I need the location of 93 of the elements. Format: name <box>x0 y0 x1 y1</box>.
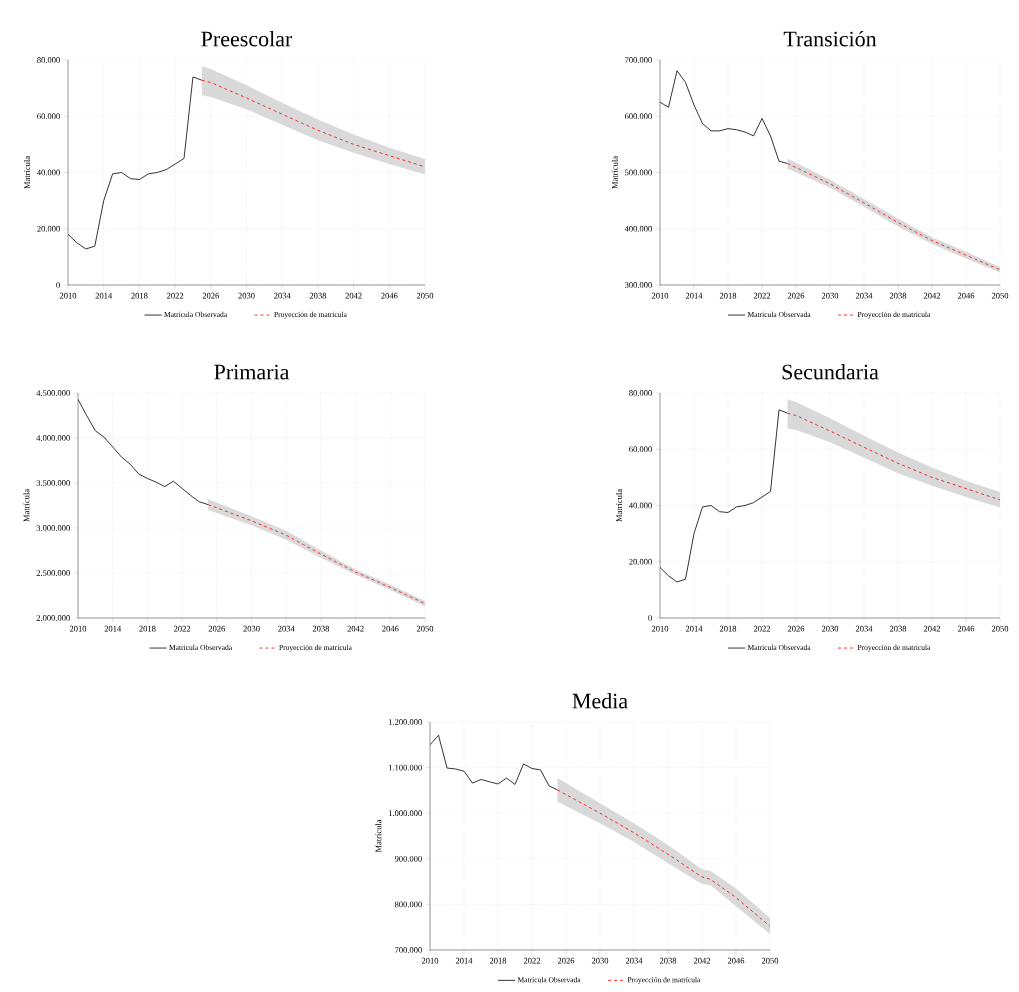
x-tick-label: 2010 <box>651 625 669 632</box>
x-tick-label: 2034 <box>625 957 643 964</box>
y-tick-label: 900.000 <box>394 855 422 862</box>
x-tick-label: 2046 <box>957 625 975 632</box>
y-tick-label: 80.000 <box>629 390 652 396</box>
x-tick-label: 2018 <box>139 625 156 632</box>
x-tick-label: 2038 <box>889 625 907 632</box>
line-series <box>787 412 1001 501</box>
x-tick-label: 2030 <box>821 292 839 299</box>
chart-title: Secundaria <box>782 363 879 380</box>
y-tick-label: 4.000.000 <box>36 435 70 441</box>
y-tick-label: 20.000 <box>37 225 60 232</box>
y-tick-label: 4.500.000 <box>36 390 70 396</box>
x-tick-label: 2026 <box>208 625 226 632</box>
x-tick-label: 2042 <box>923 625 941 632</box>
x-tick-label: 2022 <box>166 292 184 299</box>
y-tick-label: 300.000 <box>624 282 652 288</box>
x-tick-label: 2050 <box>416 625 434 632</box>
y-axis-title: Matrícula <box>375 819 382 853</box>
x-tick-label: 2018 <box>489 957 507 964</box>
y-tick-label: 800.000 <box>394 901 422 908</box>
x-tick-label: 2030 <box>821 625 839 632</box>
x-tick-label: 2018 <box>131 292 148 299</box>
x-tick-label: 2026 <box>787 292 805 299</box>
y-axis-title: Matrícula <box>23 156 30 189</box>
x-tick-label: 2038 <box>312 625 330 632</box>
y-tick-label: 20.000 <box>629 558 652 565</box>
x-tick-label: 2014 <box>685 292 703 299</box>
y-tick-label: 40.000 <box>629 502 652 509</box>
x-tick-label: 2046 <box>957 292 975 299</box>
x-tick-label: 2050 <box>416 292 434 299</box>
x-tick-label: 2026 <box>202 292 220 299</box>
x-tick-label: 2018 <box>719 625 737 632</box>
x-tick-label: 2042 <box>693 957 711 964</box>
x-tick-label: 2010 <box>69 625 87 632</box>
y-tick-label: 600.000 <box>624 113 652 120</box>
x-tick-label: 2026 <box>557 957 575 964</box>
x-tick-label: 2010 <box>421 957 439 964</box>
x-tick-label: 2034 <box>855 625 873 632</box>
y-tick-label: 3.000.000 <box>36 525 70 531</box>
y-tick-label: 40.000 <box>37 169 60 176</box>
x-tick-label: 2026 <box>787 625 805 632</box>
y-tick-label: 0 <box>56 282 60 288</box>
x-tick-label: 2014 <box>685 625 703 632</box>
y-tick-label: 2.500.000 <box>36 570 70 576</box>
x-tick-label: 2034 <box>278 625 295 632</box>
x-tick-label: 2034 <box>274 292 291 299</box>
chart-title: Transición <box>783 30 877 47</box>
x-tick-label: 2042 <box>923 292 941 299</box>
x-tick-label: 2014 <box>95 292 113 299</box>
y-tick-label: 80.000 <box>37 57 60 63</box>
x-tick-label: 2030 <box>238 292 255 299</box>
x-tick-label: 2038 <box>309 292 327 299</box>
x-tick-label: 2050 <box>761 957 779 964</box>
y-tick-label: 3.500.000 <box>36 480 70 486</box>
x-tick-label: 2022 <box>523 957 541 964</box>
y-tick-label: 2.000.000 <box>36 615 70 621</box>
x-tick-label: 2042 <box>345 292 362 299</box>
chart-title: Media <box>572 692 628 709</box>
y-tick-label: 700.000 <box>395 947 422 953</box>
y-tick-label: 700.000 <box>625 57 652 63</box>
x-tick-label: 2014 <box>455 957 473 964</box>
chart-title: Primaria <box>214 364 290 380</box>
y-tick-label: 60.000 <box>629 446 652 453</box>
x-tick-label: 2010 <box>651 292 669 299</box>
x-tick-label: 2022 <box>753 625 771 632</box>
y-axis-title: Matrícula <box>23 489 30 522</box>
y-tick-label: 0 <box>648 615 652 621</box>
y-tick-label: 1.200.000 <box>388 719 422 725</box>
x-tick-label: 2014 <box>104 625 122 632</box>
x-tick-label: 2038 <box>889 292 907 299</box>
x-tick-label: 2042 <box>347 625 364 632</box>
x-tick-label: 2046 <box>727 957 745 964</box>
x-tick-label: 2030 <box>591 957 609 964</box>
x-tick-label: 2046 <box>382 625 399 632</box>
y-axis-title: Matrícula <box>615 489 622 522</box>
x-tick-label: 2030 <box>243 625 260 632</box>
chart-title: Preescolar <box>201 30 293 47</box>
y-tick-label: 60.000 <box>37 113 60 120</box>
x-tick-label: 2010 <box>59 292 77 299</box>
y-tick-label: 400.000 <box>624 225 652 232</box>
x-tick-label: 2050 <box>991 292 1009 299</box>
y-axis-title: Matrícula <box>611 156 618 189</box>
x-tick-label: 2022 <box>173 625 191 632</box>
x-tick-label: 2018 <box>719 292 737 299</box>
x-tick-label: 2046 <box>381 292 398 299</box>
y-tick-label: 1.000.000 <box>388 810 422 817</box>
x-tick-label: 2050 <box>991 625 1009 632</box>
x-tick-label: 2038 <box>659 957 677 964</box>
y-tick-label: 500.000 <box>625 169 652 176</box>
x-tick-label: 2034 <box>855 292 873 299</box>
y-tick-label: 1.100.000 <box>388 764 422 771</box>
x-tick-label: 2022 <box>753 292 771 299</box>
